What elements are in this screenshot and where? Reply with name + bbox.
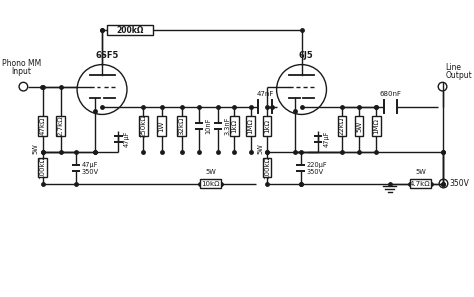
Text: 3.3nF: 3.3nF xyxy=(224,117,230,135)
Text: 47kΩ: 47kΩ xyxy=(39,117,46,135)
Text: 1kΩ: 1kΩ xyxy=(264,119,270,133)
FancyBboxPatch shape xyxy=(337,116,346,135)
FancyBboxPatch shape xyxy=(355,116,364,135)
Text: 5W: 5W xyxy=(205,169,216,175)
FancyBboxPatch shape xyxy=(177,116,186,135)
Text: Line: Line xyxy=(446,63,461,72)
FancyBboxPatch shape xyxy=(107,25,153,35)
Text: 100kΩ: 100kΩ xyxy=(264,156,270,179)
FancyBboxPatch shape xyxy=(38,158,47,177)
FancyBboxPatch shape xyxy=(263,158,271,177)
Text: 10kΩ: 10kΩ xyxy=(201,181,219,187)
Text: 32kΩ: 32kΩ xyxy=(179,117,185,135)
FancyBboxPatch shape xyxy=(157,116,166,135)
Text: 6J5: 6J5 xyxy=(299,51,314,60)
Text: 47µF: 47µF xyxy=(324,131,329,147)
Text: 5W: 5W xyxy=(415,169,426,175)
Text: 4.7kΩ: 4.7kΩ xyxy=(410,181,431,187)
Text: 5W: 5W xyxy=(33,143,39,154)
Text: Output: Output xyxy=(446,71,472,80)
Text: 5W: 5W xyxy=(257,143,263,154)
FancyBboxPatch shape xyxy=(246,116,255,135)
Text: 1kΩ: 1kΩ xyxy=(231,119,237,133)
Text: 680nF: 680nF xyxy=(380,91,402,97)
FancyBboxPatch shape xyxy=(139,116,147,135)
Text: 250kΩ: 250kΩ xyxy=(140,115,146,137)
FancyBboxPatch shape xyxy=(38,116,47,135)
Text: 220µF: 220µF xyxy=(306,162,327,168)
Text: 350V: 350V xyxy=(449,179,469,188)
Text: 22kΩ: 22kΩ xyxy=(339,117,345,135)
Text: 47µF: 47µF xyxy=(124,131,130,147)
Text: 100kΩ: 100kΩ xyxy=(39,156,46,179)
FancyBboxPatch shape xyxy=(263,116,271,135)
FancyBboxPatch shape xyxy=(230,116,239,135)
FancyBboxPatch shape xyxy=(410,179,431,188)
Text: Input: Input xyxy=(11,67,31,76)
Text: 6SF5: 6SF5 xyxy=(95,51,118,60)
Text: 5W: 5W xyxy=(356,120,362,132)
Text: 200kΩ: 200kΩ xyxy=(116,26,144,34)
Text: Phono MM: Phono MM xyxy=(2,59,41,68)
Text: 350V: 350V xyxy=(306,170,323,176)
Text: 2.7kΩ: 2.7kΩ xyxy=(58,116,64,136)
Text: 1W: 1W xyxy=(158,120,164,132)
Text: 10nF: 10nF xyxy=(205,118,211,134)
Text: 1MΩ: 1MΩ xyxy=(374,118,379,134)
FancyBboxPatch shape xyxy=(200,179,221,188)
FancyBboxPatch shape xyxy=(372,116,381,135)
Text: 47nF: 47nF xyxy=(256,91,274,97)
Text: 47µF: 47µF xyxy=(82,162,98,168)
Text: 1MΩ: 1MΩ xyxy=(248,118,254,134)
FancyBboxPatch shape xyxy=(56,116,65,135)
Text: 350V: 350V xyxy=(82,170,99,176)
